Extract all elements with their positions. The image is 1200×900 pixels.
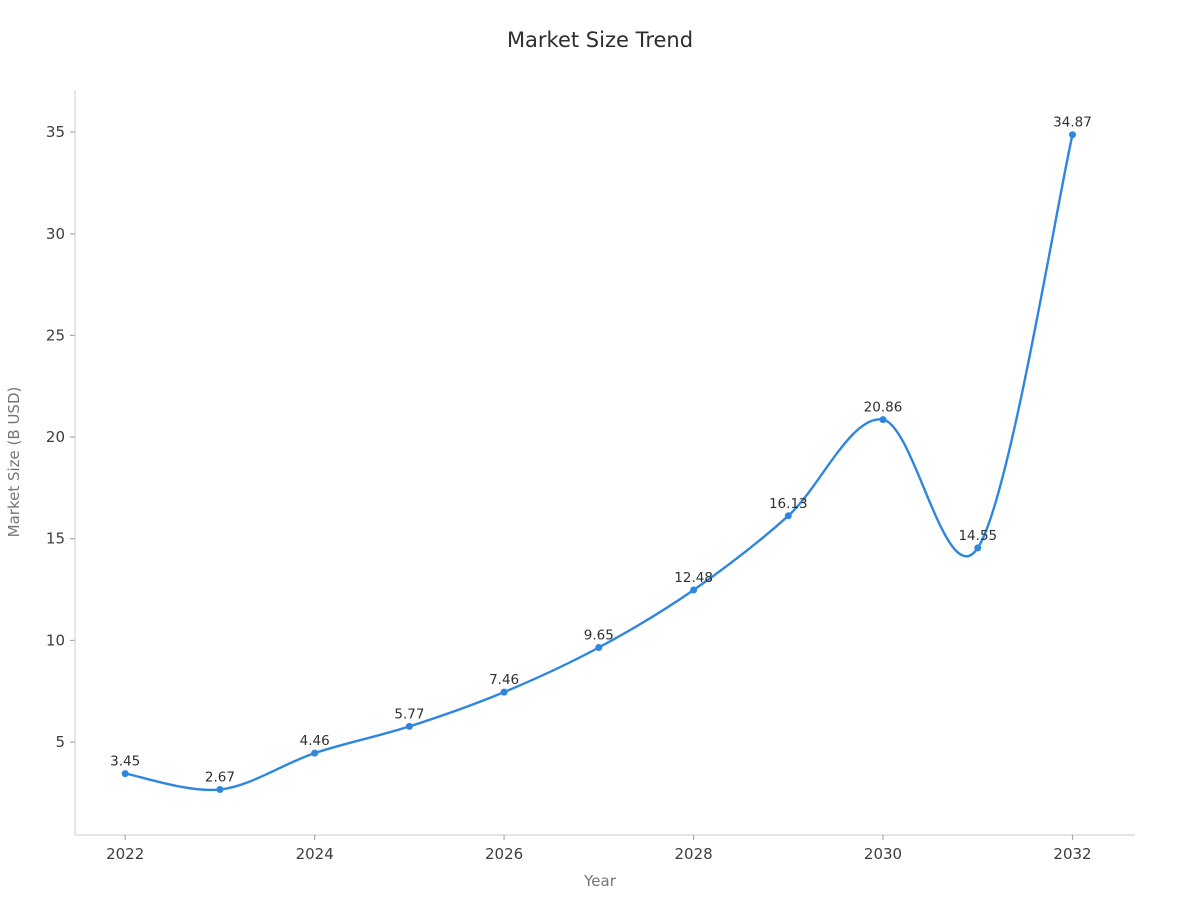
data-point-label: 4.46	[300, 733, 330, 749]
data-point-marker	[595, 644, 603, 651]
x-tick-label: 2024	[296, 845, 334, 863]
data-point-marker	[974, 544, 982, 552]
data-point-marker	[879, 416, 887, 424]
data-point-label: 2.67	[205, 770, 235, 786]
data-point-label: 12.48	[674, 570, 713, 586]
data-point-marker	[405, 722, 413, 730]
data-point-label: 7.46	[489, 672, 519, 688]
y-tick-label: 20	[46, 428, 65, 446]
plot-area: 5 10 15 20 25 30 35 2022 2024 2026 2028 2030 2032 3.4…	[46, 90, 1135, 863]
chart-title: Market Size Trend	[507, 28, 693, 52]
y-tick-label: 5	[55, 733, 65, 751]
data-point-label: 9.65	[584, 628, 614, 644]
data-point-marker	[121, 770, 129, 778]
trend-line	[124, 133, 1074, 792]
data-point-label: 16.13	[769, 496, 808, 512]
data-point-marker	[311, 749, 319, 757]
y-tick-label: 30	[46, 225, 65, 243]
x-tick-label: 2022	[106, 845, 144, 863]
data-point-label: 34.87	[1053, 115, 1092, 131]
data-point-marker	[1069, 131, 1076, 139]
data-point-marker	[216, 786, 224, 793]
x-tick-label: 2030	[864, 845, 902, 863]
data-point-marker	[690, 586, 698, 594]
x-tick-label: 2026	[485, 845, 523, 863]
x-tick-label: 2028	[675, 845, 713, 863]
data-point-label: 3.45	[110, 754, 140, 770]
y-tick-label: 25	[46, 326, 65, 344]
data-point-label: 20.86	[864, 400, 903, 416]
y-tick-label: 15	[46, 530, 65, 548]
y-tick-label: 10	[46, 631, 65, 649]
data-point-marker	[784, 512, 792, 520]
data-point-label: 5.77	[394, 706, 424, 722]
x-axis-label: Year	[583, 872, 617, 890]
data-point-marker	[500, 688, 508, 696]
data-point-label: 14.55	[958, 528, 997, 544]
y-axis-label: Market Size (B USD)	[5, 387, 23, 538]
x-tick-label: 2032	[1053, 845, 1091, 863]
y-tick-label: 35	[46, 123, 65, 141]
